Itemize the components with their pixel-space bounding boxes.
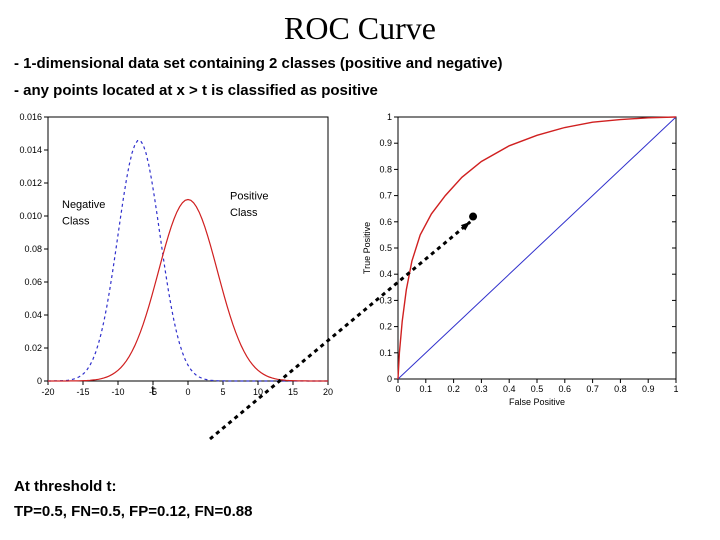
svg-text:0.1: 0.1 xyxy=(379,348,392,358)
svg-text:0.3: 0.3 xyxy=(379,295,392,305)
bullet-1: - 1-dimensional data set containing 2 cl… xyxy=(14,55,706,72)
svg-text:0: 0 xyxy=(185,387,190,397)
svg-text:1: 1 xyxy=(387,112,392,122)
svg-text:0.016: 0.016 xyxy=(19,112,42,122)
svg-text:0.8: 0.8 xyxy=(614,384,627,394)
svg-text:20: 20 xyxy=(323,387,333,397)
svg-text:0.3: 0.3 xyxy=(475,384,488,394)
svg-text:Positive: Positive xyxy=(230,191,269,203)
svg-text:0.014: 0.014 xyxy=(19,145,42,155)
svg-text:0.010: 0.010 xyxy=(19,211,42,221)
page-title: ROC Curve xyxy=(0,0,720,47)
svg-text:0.4: 0.4 xyxy=(503,384,516,394)
svg-text:0.8: 0.8 xyxy=(379,164,392,174)
svg-text:5: 5 xyxy=(220,387,225,397)
threshold-footer: At threshold t: TP=0.5, FN=0.5, FP=0.12,… xyxy=(14,478,252,528)
svg-text:0.5: 0.5 xyxy=(531,384,544,394)
svg-text:0: 0 xyxy=(395,384,400,394)
footer-line-1: At threshold t: xyxy=(14,478,252,495)
svg-text:-20: -20 xyxy=(41,387,54,397)
svg-text:Negative: Negative xyxy=(62,199,105,211)
svg-text:0.012: 0.012 xyxy=(19,178,42,188)
svg-text:0.4: 0.4 xyxy=(379,269,392,279)
svg-text:0.6: 0.6 xyxy=(559,384,572,394)
svg-text:-15: -15 xyxy=(76,387,89,397)
svg-text:Class: Class xyxy=(62,215,90,227)
svg-text:0.1: 0.1 xyxy=(420,384,433,394)
svg-text:0.06: 0.06 xyxy=(24,277,42,287)
roc-chart: 0 0.1 0.2 0.3 0.4 0.5 0.6 0.7 0.8 0.9 1 0 0.1 0.2 0.3 0… xyxy=(358,109,688,409)
svg-text:0.2: 0.2 xyxy=(447,384,460,394)
svg-text:t: t xyxy=(151,382,155,398)
svg-text:0.9: 0.9 xyxy=(379,138,392,148)
svg-text:0.04: 0.04 xyxy=(24,310,42,320)
footer-line-2: TP=0.5, FN=0.5, FP=0.12, FN=0.88 xyxy=(14,503,252,520)
svg-text:0.7: 0.7 xyxy=(379,191,392,201)
svg-text:0: 0 xyxy=(387,374,392,384)
svg-text:0: 0 xyxy=(37,376,42,386)
svg-text:0.02: 0.02 xyxy=(24,343,42,353)
svg-text:10: 10 xyxy=(253,387,263,397)
svg-text:-10: -10 xyxy=(111,387,124,397)
description-bullets: - 1-dimensional data set containing 2 cl… xyxy=(0,47,720,99)
svg-text:15: 15 xyxy=(288,387,298,397)
svg-text:False Positive: False Positive xyxy=(509,397,565,407)
svg-text:0.9: 0.9 xyxy=(642,384,655,394)
svg-text:True Positive: True Positive xyxy=(362,222,372,274)
svg-text:0.7: 0.7 xyxy=(586,384,599,394)
svg-text:Class: Class xyxy=(230,207,258,219)
bullet-2: - any points located at x > t is classif… xyxy=(14,82,706,99)
distribution-chart: 0 0.02 0.04 0.06 0.08 0.010 0.012 0.014 0.016 -20… xyxy=(8,109,338,409)
svg-text:0.6: 0.6 xyxy=(379,217,392,227)
svg-text:0.2: 0.2 xyxy=(379,322,392,332)
svg-text:1: 1 xyxy=(673,384,678,394)
svg-text:0.5: 0.5 xyxy=(379,243,392,253)
svg-text:0.08: 0.08 xyxy=(24,244,42,254)
charts-container: 0 0.02 0.04 0.06 0.08 0.010 0.012 0.014 0.016 -20… xyxy=(0,109,720,449)
